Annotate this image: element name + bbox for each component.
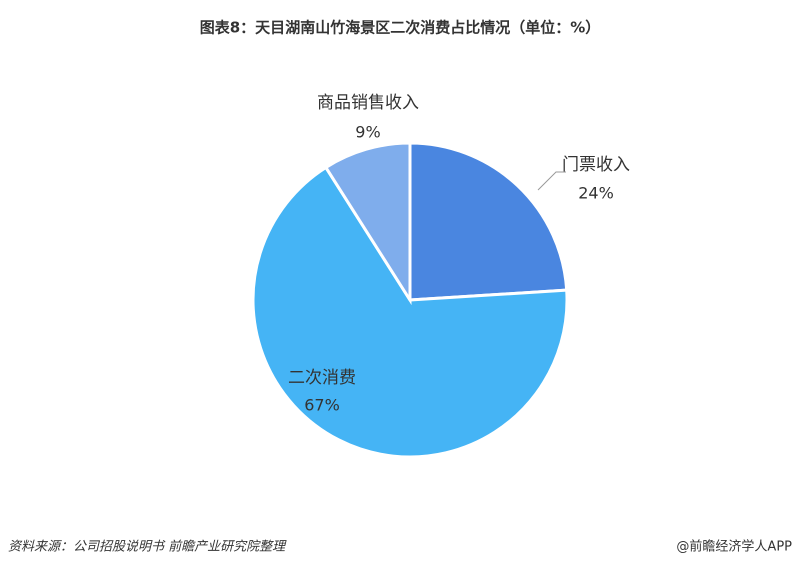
pie-slice [408,141,569,302]
source: 资料来源：公司招股说明书 前瞻产业研究院整理 [8,539,287,555]
value-label: 24% [578,184,614,203]
leader-line [537,171,566,191]
slice-label: 二次消费 [288,368,356,388]
credit: @前瞻经济学人APP [676,539,792,555]
value-label: 9% [355,123,380,142]
chart-title: 图表8：天目湖南山竹海景区二次消费占比情况（单位：%） [200,19,600,37]
slice-label: 商品销售收入 [317,93,419,113]
pie-slice [323,141,412,306]
value-label: 67% [304,396,340,415]
slice-label: 门票收入 [562,155,630,175]
pie-slice [251,165,569,459]
